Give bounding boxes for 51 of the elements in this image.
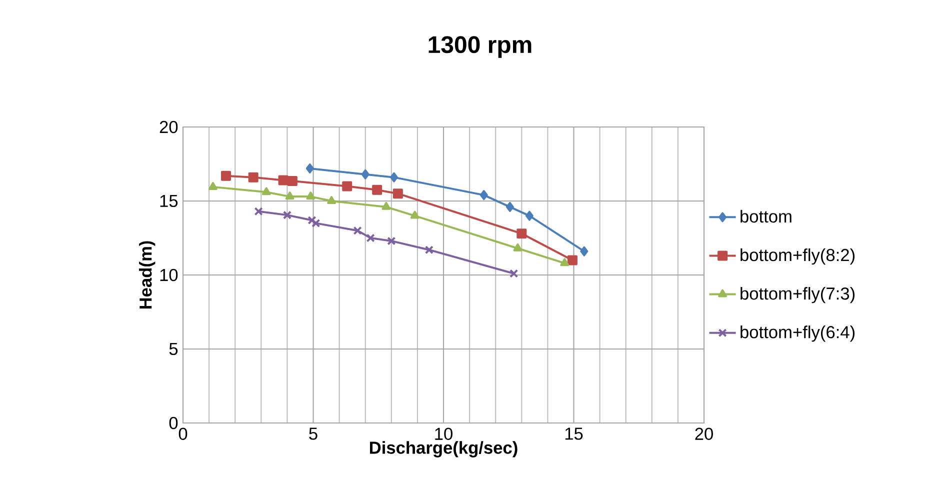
y-tick-label: 20: [160, 120, 178, 134]
point: [516, 228, 527, 239]
point: [220, 170, 231, 181]
chart-title: 1300 rpm: [428, 36, 532, 58]
point: [513, 243, 522, 252]
point: [306, 163, 314, 174]
point: [312, 218, 320, 228]
point: [567, 255, 578, 266]
point: [327, 196, 336, 204]
point: [287, 176, 298, 186]
point: [387, 236, 396, 246]
y-tick-label: 10: [160, 268, 178, 282]
point: [361, 169, 370, 180]
legend-label: bottom+fly(6:4): [740, 326, 855, 342]
point: [424, 246, 434, 254]
point: [580, 246, 588, 256]
point: [282, 210, 292, 220]
y-tick-label: 5: [169, 342, 178, 356]
point: [366, 234, 375, 242]
y-axis-title: Head(m): [139, 241, 156, 309]
legend-label: bottom: [740, 210, 792, 223]
point: [506, 202, 514, 212]
point: [510, 269, 518, 278]
x-tick-label: 10: [435, 428, 452, 440]
point: [480, 190, 488, 200]
point: [262, 187, 271, 196]
legend-label: bottom+fly(7:3): [740, 286, 855, 304]
point: [342, 181, 352, 192]
x-axis-title: Discharge(kg/sec): [370, 441, 518, 458]
point: [353, 226, 362, 235]
point: [525, 210, 534, 221]
point: [372, 184, 382, 195]
y-tick-label: 15: [160, 194, 178, 208]
point: [278, 175, 288, 186]
point: [308, 216, 316, 225]
point: [285, 192, 294, 200]
point: [306, 192, 316, 200]
x-tick-label: 15: [565, 428, 583, 440]
point: [248, 172, 258, 182]
point: [392, 188, 403, 199]
x-tick-label: 5: [309, 428, 318, 440]
point: [390, 172, 398, 182]
x-tick-label: 0: [178, 428, 188, 440]
y-tick-label: 0: [169, 416, 178, 430]
point: [560, 258, 570, 266]
point: [208, 182, 218, 190]
point: [410, 210, 420, 219]
legend-label: bottom+fly(8:2): [740, 248, 855, 265]
point: [254, 207, 263, 216]
x-tick-label: 20: [695, 428, 713, 440]
point: [382, 202, 391, 210]
